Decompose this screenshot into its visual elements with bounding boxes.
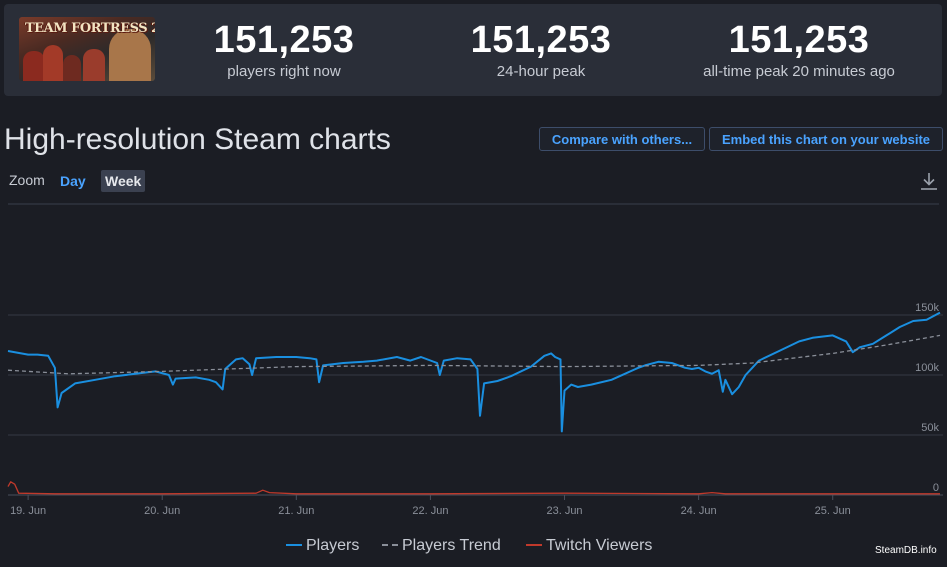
legend-trend-swatch	[382, 543, 398, 546]
x-tick-label: 20. Jun	[144, 505, 180, 517]
stats-bar: TEAM FORTRESS 2 151,253 players right no…	[4, 4, 942, 96]
stat-label: players right now	[227, 63, 341, 80]
x-tick-label: 23. Jun	[546, 505, 582, 517]
compare-button[interactable]: Compare with others...	[539, 127, 705, 151]
stat-players-now: 151,253 players right now	[154, 18, 414, 82]
legend-players[interactable]: Players	[286, 537, 359, 555]
game-logo-text: TEAM FORTRESS 2	[25, 21, 155, 36]
x-tick-label: 19. Jun	[10, 505, 46, 517]
y-tick-label: 150k	[915, 302, 939, 314]
embed-button[interactable]: Embed this chart on your website	[709, 127, 943, 151]
legend-players-swatch	[286, 543, 302, 546]
legend-label: Twitch Viewers	[546, 537, 653, 554]
zoom-week-button[interactable]: Week	[101, 170, 146, 192]
players-chart: 0 50k 100k 150k 19. Jun 20. Jun 21. Jun 22. Jun…	[7, 203, 943, 517]
stat-label: all-time peak 20 minutes ago	[703, 63, 895, 80]
stat-value: 151,253	[728, 19, 870, 61]
zoom-day-button[interactable]: Day	[60, 173, 86, 189]
y-tick-label: 100k	[915, 362, 939, 374]
legend-twitch-viewers[interactable]: Twitch Viewers	[526, 537, 652, 555]
players-series-line[interactable]	[7, 311, 941, 433]
download-icon[interactable]	[919, 171, 939, 191]
stat-24h-peak: 151,253 24-hour peak	[411, 18, 671, 82]
stat-value: 151,253	[213, 19, 355, 61]
stat-value: 151,253	[470, 19, 612, 61]
players-trend-line[interactable]	[7, 334, 941, 375]
x-tick-label: 24. Jun	[681, 505, 717, 517]
x-tick-label: 25. Jun	[815, 505, 851, 517]
twitch-viewers-line[interactable]	[7, 481, 940, 495]
zoom-label: Zoom	[9, 172, 45, 188]
y-tick-label: 50k	[921, 422, 939, 434]
credit-label[interactable]: SteamDB.info	[875, 545, 937, 556]
y-tick-label: 0	[933, 482, 939, 494]
x-tick-label: 21. Jun	[278, 505, 314, 517]
legend-players-trend[interactable]: Players Trend	[382, 537, 501, 555]
game-logo[interactable]: TEAM FORTRESS 2	[19, 17, 155, 81]
legend-label: Players	[306, 537, 360, 554]
legend-twitch-swatch	[526, 543, 542, 546]
stat-label: 24-hour peak	[496, 63, 586, 80]
x-tick-label: 22. Jun	[412, 505, 448, 517]
stat-all-time-peak: 151,253 all-time peak 20 minutes ago	[669, 18, 929, 82]
page-title: High-resolution Steam charts	[4, 123, 391, 156]
legend-label: Players Trend	[402, 537, 501, 554]
